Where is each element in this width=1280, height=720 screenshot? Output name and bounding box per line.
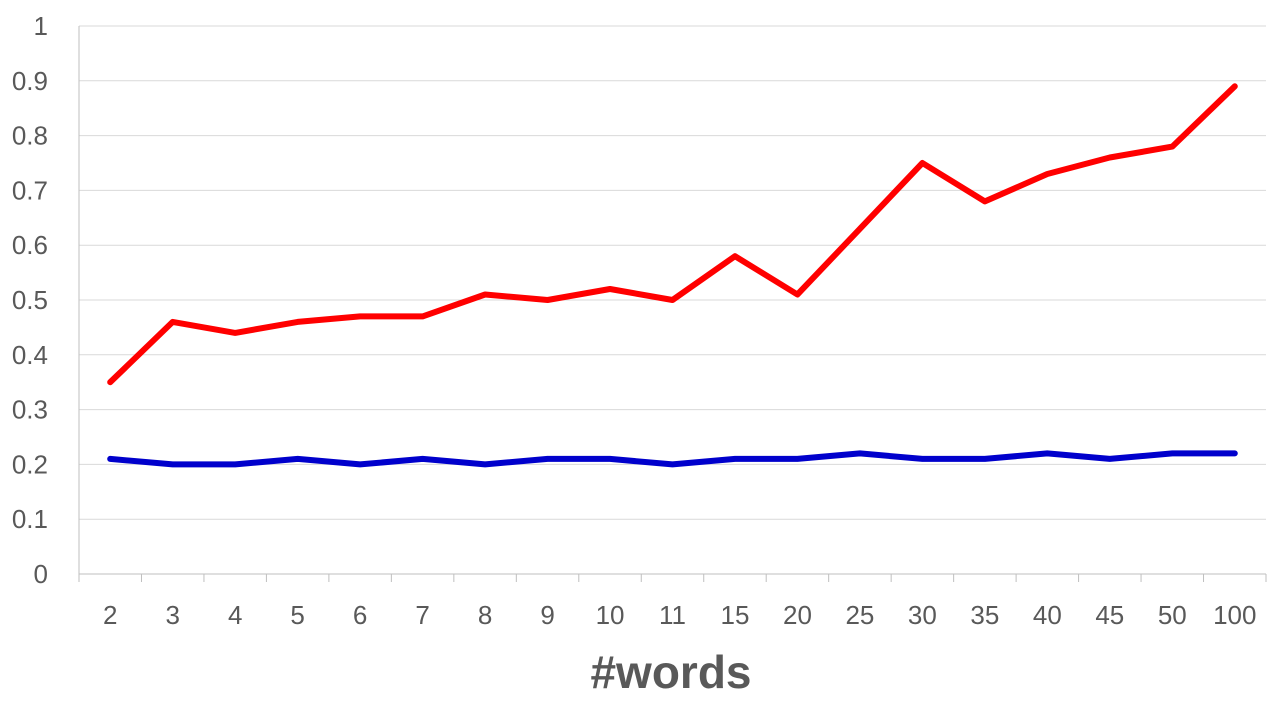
x-tick-label: 10	[596, 600, 625, 630]
x-axis-tick-labels: 2 3 4 5 6 7 8 9 10 11 15 20 25 30 35 40 45 50 100	[103, 600, 1256, 630]
x-tick-label: 40	[1033, 600, 1062, 630]
grid-lines	[79, 25, 1266, 520]
y-axis-tick-labels: 0 0.1 0.2 0.3 0.4 0.5 0.6 0.7 0.8 0.9 1	[12, 11, 48, 589]
y-tick-label: 0.3	[12, 395, 48, 425]
x-tick-label: 7	[415, 600, 429, 630]
x-tick-label: 45	[1095, 600, 1124, 630]
x-axis-title: #words	[590, 646, 751, 698]
y-tick-label: 0.5	[12, 285, 48, 315]
series-line-1	[107, 83, 1238, 386]
axes	[78, 26, 1267, 582]
y-tick-label: 0.6	[12, 230, 48, 260]
x-tick-label: 50	[1158, 600, 1187, 630]
x-tick-label: 25	[845, 600, 874, 630]
y-tick-label: 0.8	[12, 121, 48, 151]
x-tick-label: 4	[228, 600, 242, 630]
x-tick-label: 11	[659, 600, 686, 630]
y-tick-label: 0	[34, 559, 48, 589]
y-tick-label: 0.7	[12, 175, 48, 205]
x-tick-label: 3	[165, 600, 179, 630]
x-tick-label: 35	[970, 600, 999, 630]
series-line-2	[107, 450, 1238, 468]
y-tick-label: 0.2	[12, 449, 48, 479]
x-tick-label: 30	[908, 600, 937, 630]
series-lines	[107, 83, 1238, 468]
x-tick-label: 5	[290, 600, 304, 630]
y-tick-label: 0.4	[12, 340, 48, 370]
y-tick-label: 1	[34, 11, 48, 41]
x-tick-label: 100	[1213, 600, 1256, 630]
y-tick-label: 0.1	[12, 504, 48, 534]
x-tick-label: 20	[783, 600, 812, 630]
x-tick-label: 15	[721, 600, 750, 630]
x-tick-label: 9	[540, 600, 554, 630]
x-tick-label: 2	[103, 600, 117, 630]
x-tick-label: 6	[353, 600, 367, 630]
x-tick-label: 8	[478, 600, 492, 630]
y-tick-label: 0.9	[12, 66, 48, 96]
